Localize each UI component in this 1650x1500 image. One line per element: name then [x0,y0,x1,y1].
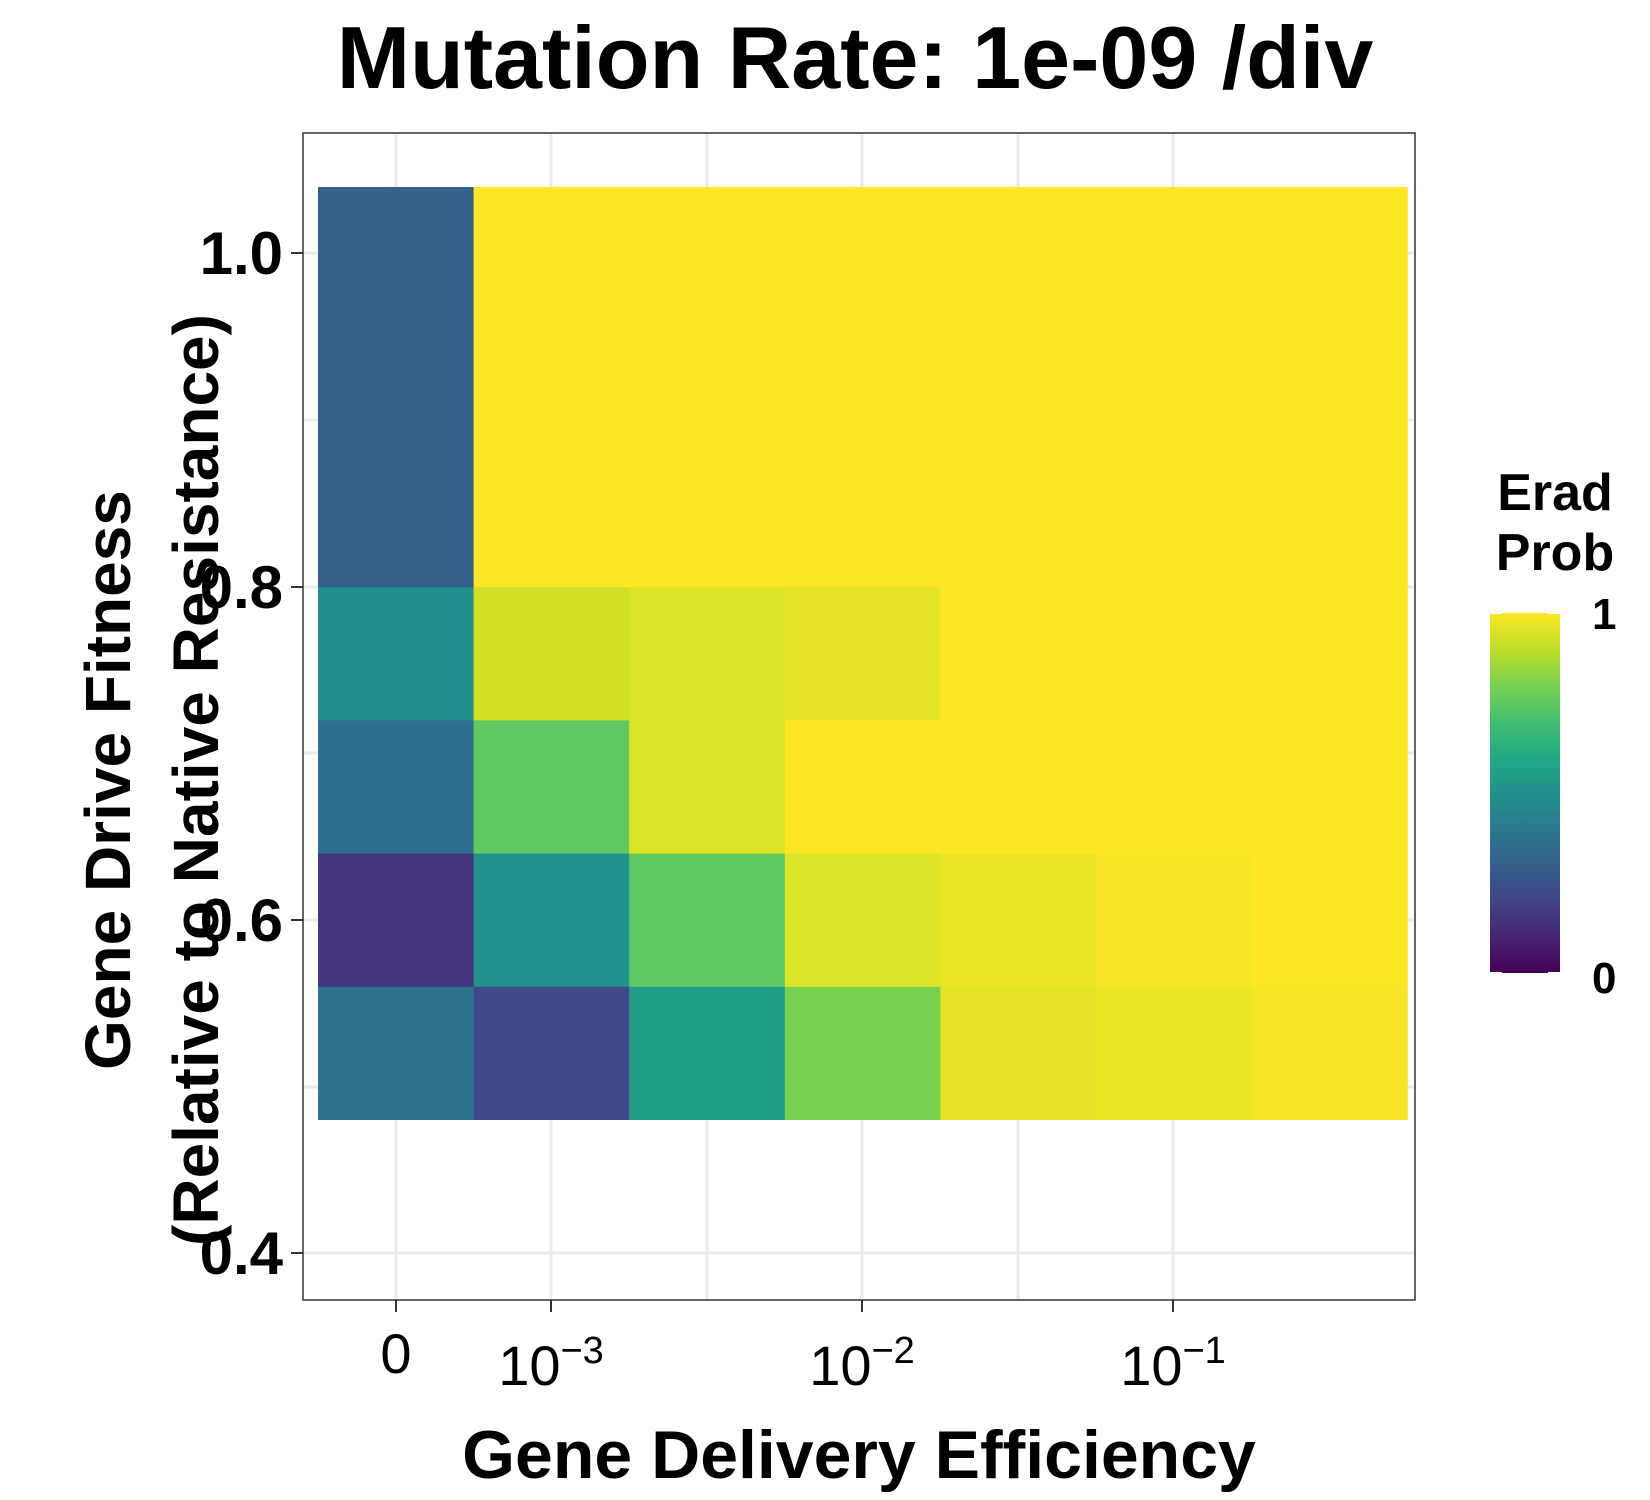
panel-border [302,132,1416,1301]
heatmap-cell [629,853,786,987]
heatmap-cell [629,453,786,588]
heatmap-cell [940,453,1097,588]
x-tick-label: 0 [380,1322,411,1385]
heatmap-cell [1251,586,1408,721]
heatmap-cell [784,986,941,1120]
heatmap-cell [784,320,941,454]
heatmap-cell [1096,853,1253,987]
heatmap-cells [318,187,1408,1120]
heatmap-cell [318,453,475,588]
y-axis-title-line-2: (Relative to Native Resistance) [160,314,232,1246]
heatmap-cell [1096,586,1253,721]
heatmap-cell [940,320,1097,454]
heatmap-cell [940,719,1097,854]
heatmap-cell [473,986,630,1120]
heatmap-cell [629,320,786,454]
heatmap-cell [1251,320,1408,454]
heatmap-cell [629,986,786,1120]
heatmap-cell [629,187,786,321]
x-axis-title: Gene Delivery Efficiency [462,1417,1256,1493]
heatmap-cell [318,187,475,321]
x-axis-ticks: 0 10−3 10−2 10−1 [380,1300,1226,1397]
heatmap-cell [318,853,475,987]
y-tick-label: 0.6 [200,887,283,954]
heatmap-cell [318,719,475,854]
legend-tick-label-min: 0 [1592,954,1616,1003]
heatmap-cell [473,586,630,721]
legend-colorbar [1490,613,1560,973]
heatmap-cell [784,719,941,854]
legend-tick-label-max: 1 [1592,590,1616,639]
y-axis-title-line-1: Gene Drive Fitness [72,490,144,1070]
heatmap-cell [940,187,1097,321]
chart-title: Mutation Rate: 1e-09 /div [337,8,1374,107]
heatmap-cell [473,453,630,588]
heatmap-cell [784,853,941,987]
heatmap-cell [629,586,786,721]
y-tick-label: 0.8 [200,554,283,621]
heatmap-cell [473,853,630,987]
heatmap-cell [1251,453,1408,588]
heatmap-cell [473,187,630,321]
heatmap-cell [318,586,475,721]
heatmap-cell [784,586,941,721]
heatmap-cell [784,187,941,321]
heatmap-cell [318,320,475,454]
heatmap-cell [1251,853,1408,987]
heatmap-cell [1251,187,1408,321]
y-axis-title: Gene Drive Fitness (Relative to Native R… [72,314,232,1246]
heatmap-cell [473,320,630,454]
y-tick-label: 1.0 [200,220,283,287]
x-tick-label: 10−3 [498,1330,604,1397]
heatmap-cell [940,853,1097,987]
y-axis-ticks: 0.4 0.6 0.8 1.0 [200,220,303,1287]
y-tick-label: 0.4 [200,1220,284,1287]
heatmap-cell [318,986,475,1120]
heatmap-cell [784,453,941,588]
heatmap-cell [1096,986,1253,1120]
heatmap-cell [1251,719,1408,854]
heatmap-cell [1251,986,1408,1120]
heatmap-cell [629,719,786,854]
heatmap-cell [1096,453,1253,588]
x-tick-label: 10−2 [809,1330,915,1397]
x-tick-label: 10−1 [1120,1330,1226,1397]
legend-title-line-2: Prob [1496,524,1614,582]
heatmap-cell [940,586,1097,721]
heatmap-cell [1096,320,1253,454]
legend-title-line-1: Erad [1497,464,1613,522]
plot-area: 0.4 0.6 0.8 1.0 0 10−3 10−2 10−1 [200,132,1416,1397]
heatmap-cell [1096,187,1253,321]
heatmap-cell [1096,719,1253,854]
heatmap-cell [473,719,630,854]
legend: Erad Prob 1 0 [1490,464,1616,1003]
heatmap-cell [940,986,1097,1120]
